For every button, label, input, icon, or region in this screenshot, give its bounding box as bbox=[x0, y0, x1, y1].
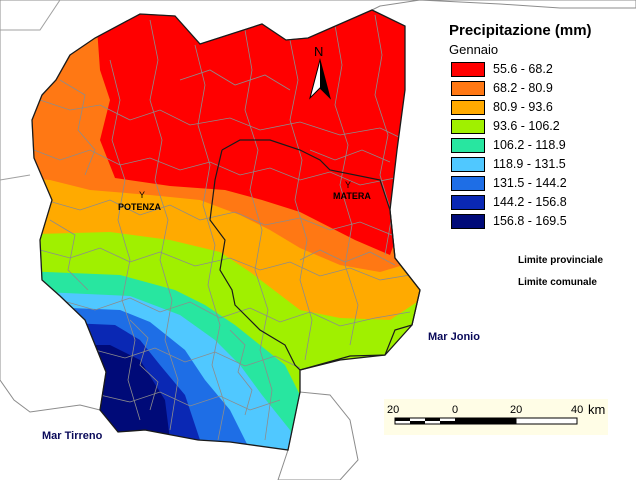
legend-label: 80.9 - 93.6 bbox=[493, 100, 553, 114]
scale-segment bbox=[515, 417, 578, 425]
legend-swatch bbox=[451, 157, 485, 172]
legend-item: 118.9 - 131.5 bbox=[451, 156, 621, 173]
legend-label: 156.8 - 169.5 bbox=[493, 214, 567, 228]
legend-swatch bbox=[451, 138, 485, 153]
legend-item: 156.8 - 169.5 bbox=[451, 213, 621, 230]
legend-swatch bbox=[451, 100, 485, 115]
sea-label-ionian: Mar Jonio bbox=[428, 331, 480, 343]
scale-segment bbox=[410, 421, 425, 424]
legend-label: 106.2 - 118.9 bbox=[493, 138, 566, 152]
legend-item: 80.9 - 93.6 bbox=[451, 99, 621, 116]
scale-segment bbox=[455, 418, 516, 424]
region-outline bbox=[31, 9, 421, 451]
legend-subtitle: Gennaio bbox=[449, 42, 499, 57]
municipal-boundaries bbox=[33, 14, 411, 441]
north-arrow-icon bbox=[309, 58, 331, 100]
legend-item: 106.2 - 118.9 bbox=[451, 137, 621, 154]
legend-swatch bbox=[451, 176, 485, 191]
city-label-potenza: POTENZA bbox=[118, 202, 162, 212]
legend-label: 93.6 - 106.2 bbox=[493, 119, 560, 133]
legend-swatch bbox=[451, 62, 485, 77]
provincial-boundary-label: Limite provinciale bbox=[518, 255, 604, 266]
legend-item: 131.5 - 144.2 bbox=[451, 175, 621, 192]
scale-segment bbox=[440, 421, 455, 424]
legend-label: 118.9 - 131.5 bbox=[493, 157, 566, 171]
legend-swatch bbox=[451, 195, 485, 210]
scale-tick-label: 20 bbox=[387, 404, 400, 416]
scale-bar bbox=[384, 399, 608, 435]
scale-tick-label: 40 bbox=[571, 404, 584, 416]
matera-marker-icon: Y bbox=[345, 180, 352, 190]
legend-item: 55.6 - 68.2 bbox=[451, 61, 621, 78]
legend: Precipitazione (mm) Gennaio 55.6 - 68.2 … bbox=[433, 14, 627, 304]
legend-item: 144.2 - 156.8 bbox=[451, 194, 621, 211]
legend-label: 68.2 - 80.9 bbox=[493, 81, 553, 95]
municipal-boundary-label: Limite comunale bbox=[518, 277, 597, 288]
scale-segment bbox=[425, 418, 440, 421]
legend-label: 131.5 - 144.2 bbox=[493, 176, 567, 190]
north-label: N bbox=[314, 44, 324, 59]
legend-swatch bbox=[451, 214, 485, 229]
scale-tick-label: 20 bbox=[510, 404, 523, 416]
legend-swatch bbox=[451, 119, 485, 134]
city-label-matera: MATERA bbox=[333, 191, 371, 201]
band-55-6-68-2 bbox=[95, 10, 420, 255]
sea-label-tyrrhenian: Mar Tirreno bbox=[42, 430, 103, 442]
potenza-marker-icon: Y bbox=[139, 190, 146, 200]
legend-swatch bbox=[451, 81, 485, 96]
legend-item: 68.2 - 80.9 bbox=[451, 80, 621, 97]
scale-segment bbox=[395, 418, 410, 421]
scale-unit-label: km bbox=[588, 402, 606, 417]
legend-title: Precipitazione (mm) bbox=[449, 22, 592, 39]
legend-label: 55.6 - 68.2 bbox=[493, 62, 553, 76]
legend-label: 144.2 - 156.8 bbox=[493, 195, 567, 209]
legend-item: 93.6 - 106.2 bbox=[451, 118, 621, 135]
scale-background bbox=[384, 399, 608, 435]
scale-tick-label: 0 bbox=[452, 404, 459, 416]
